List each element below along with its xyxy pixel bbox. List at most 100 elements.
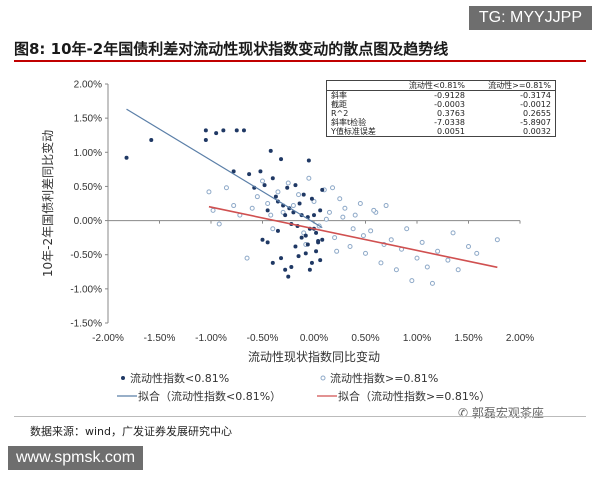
data-point-low-liquidity (283, 213, 288, 218)
data-point-high-liquidity (231, 203, 237, 209)
data-point-low-liquidity (285, 185, 290, 190)
stats-row-intercept: 截距 -0.0003 -0.0012 (327, 100, 555, 109)
data-point-low-liquidity (124, 155, 129, 160)
data-point-high-liquidity (254, 194, 260, 200)
chart-title: 图8: 10年-2年国债利差对流动性现状指数变动的散点图及趋势线 (14, 40, 449, 58)
x-tick-label: -1.50% (144, 333, 176, 344)
data-point-low-liquidity (309, 260, 314, 265)
data-point-high-liquidity (337, 196, 343, 202)
legend-dark-fit: 拟合（流动性指数<0.81%） (116, 388, 281, 404)
data-point-high-liquidity (347, 244, 353, 250)
data-point-low-liquidity (314, 249, 319, 254)
x-tick-label: 1.50% (454, 333, 482, 344)
data-point-low-liquidity (270, 260, 275, 265)
data-point-low-liquidity (314, 230, 319, 235)
data-point-low-liquidity (289, 265, 294, 270)
data-point-low-liquidity (299, 235, 304, 240)
data-point-high-liquidity (435, 248, 441, 254)
x-tick-label: 2.00% (506, 333, 534, 344)
data-point-low-liquidity (234, 128, 239, 133)
wechat-watermark-label: 郭磊宏观茶座 (471, 406, 544, 420)
data-point-low-liquidity (318, 208, 323, 213)
stats-row-tstat: 斜率t检验 -7.0338 -5.8907 (327, 118, 555, 127)
y-tick-label: -1.00% (70, 284, 102, 295)
data-point-high-liquidity (466, 244, 471, 250)
data-point-low-liquidity (203, 137, 208, 142)
data-point-high-liquidity (368, 228, 374, 234)
stats-value: -0.9128 (434, 91, 466, 100)
data-point-high-liquidity (357, 201, 363, 206)
stats-value: -7.0338 (434, 118, 466, 127)
stats-label: 斜率 (331, 91, 347, 100)
data-point-high-liquidity (280, 209, 286, 215)
data-point-low-liquidity (279, 157, 284, 162)
data-point-high-liquidity (216, 221, 222, 227)
data-point-low-liquidity (320, 237, 325, 242)
data-point-low-liquidity (316, 240, 321, 245)
data-point-low-liquidity (293, 183, 298, 188)
hollow-dot-icon (320, 375, 326, 381)
x-tick-label: 0.50% (351, 333, 379, 344)
stats-value: 0.0032 (523, 127, 551, 136)
data-point-high-liquidity (450, 230, 456, 236)
data-point-high-liquidity (210, 207, 216, 213)
data-point-low-liquidity (268, 148, 273, 153)
stats-header-high: 流动性>=0.81% (469, 81, 555, 91)
data-point-low-liquidity (306, 158, 311, 163)
data-point-high-liquidity (340, 214, 346, 220)
data-point-low-liquidity (273, 194, 278, 199)
regression-stats-table: 流动性<0.81% 流动性>=0.81% 斜率 -0.9128 -0.3174 … (326, 80, 556, 137)
data-point-low-liquidity (203, 128, 208, 133)
data-point-high-liquidity (275, 189, 281, 195)
data-point-low-liquidity (258, 169, 263, 174)
data-point-low-liquidity (279, 256, 284, 261)
stats-value: 0.0051 (437, 127, 466, 136)
scatter-chart: -1.50% -1.00% -0.50% 0.00% 0.50% 1.00% 1.50% 2.… (40, 80, 534, 365)
data-point-high-liquidity (244, 255, 250, 261)
stats-row-r2: R^2 0.3763 0.2655 (327, 109, 555, 118)
x-tick-label: -2.00% (92, 333, 124, 344)
data-point-high-liquidity (388, 237, 394, 243)
data-point-high-liquidity (363, 250, 368, 256)
data-point-low-liquidity (297, 201, 302, 206)
data-point-high-liquidity (424, 264, 430, 270)
stats-label: Y值标准误差 (331, 127, 376, 136)
stats-header-low: 流动性<0.81% (391, 81, 470, 91)
x-tick-label: -1.00% (195, 333, 227, 344)
legend-dark-points-label: 流动性指数<0.81% (130, 372, 230, 385)
data-point-high-liquidity (265, 201, 271, 206)
wechat-watermark: ✆ 郭磊宏观茶座 (458, 404, 544, 421)
filled-dot-icon (121, 376, 125, 380)
data-point-low-liquidity (247, 172, 252, 177)
data-source: 数据来源：wind，广发证券发展研究中心 (30, 425, 233, 438)
data-point-low-liquidity (265, 208, 270, 213)
data-point-high-liquidity (360, 233, 366, 239)
legend-dark-points: 流动性指数<0.81% (116, 370, 229, 386)
stats-value: -0.0003 (434, 100, 466, 109)
data-point-high-liquidity (414, 255, 420, 261)
wechat-icon: ✆ (458, 406, 472, 420)
stats-header-row: 流动性<0.81% 流动性>=0.81% (327, 81, 555, 91)
data-point-low-liquidity (303, 251, 308, 256)
data-point-low-liquidity (262, 183, 267, 188)
data-point-low-liquidity (214, 131, 219, 136)
legend-light-fit-label: 拟合（流动性指数>=0.81%） (338, 390, 491, 403)
legend-light-points-label: 流动性指数>=0.81% (330, 372, 439, 385)
data-point-high-liquidity (419, 239, 425, 245)
data-point-high-liquidity (371, 207, 377, 213)
data-point-high-liquidity (249, 205, 255, 211)
data-point-high-liquidity (311, 198, 317, 204)
stats-value: -0.3174 (520, 91, 551, 100)
data-point-high-liquidity (352, 212, 358, 218)
data-point-high-liquidity (306, 175, 312, 181)
bottom-rule (14, 416, 586, 417)
data-point-high-liquidity (378, 260, 384, 266)
stats-value: 0.2655 (523, 109, 551, 118)
legend-dark-fit-label: 拟合（流动性指数<0.81%） (138, 390, 282, 403)
stats-value: -0.0012 (520, 100, 551, 109)
data-point-high-liquidity (393, 267, 399, 273)
data-point-high-liquidity (445, 257, 451, 263)
data-point-high-liquidity (323, 216, 329, 222)
stats-row-slope: 斜率 -0.9128 -0.3174 (327, 91, 555, 101)
data-point-low-liquidity (320, 187, 325, 192)
